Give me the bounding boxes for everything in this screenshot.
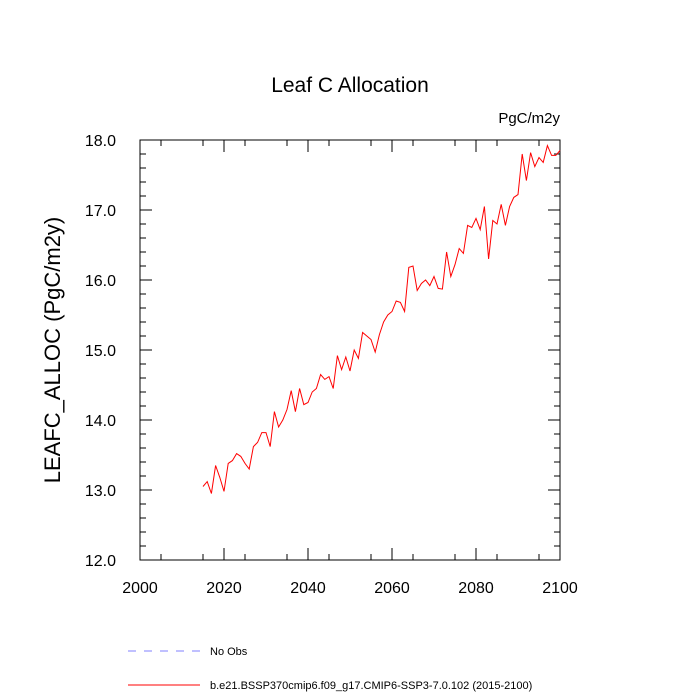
chart-title: Leaf C Allocation (271, 74, 429, 97)
x-tick-label: 2020 (206, 580, 242, 597)
x-tick-label: 2060 (374, 580, 410, 597)
legend-model-label: b.e21.BSSP370cmip6.f09_g17.CMIP6-SSP3-7.… (210, 680, 532, 692)
x-tick-labels: 2000 2020 2040 2060 2080 2100 (122, 580, 578, 597)
x-tick-label: 2000 (122, 580, 158, 597)
y-tick-label: 14.0 (85, 413, 116, 430)
x-tick-label: 2100 (542, 580, 578, 597)
y-axis-label: LEAFC_ALLOC (PgC/m2y) (40, 217, 65, 484)
y-tick-label: 15.0 (85, 343, 116, 360)
units-label: PgC/m2y (498, 110, 560, 127)
y-tick-labels: 12.0 13.0 14.0 15.0 16.0 17.0 18.0 (85, 133, 116, 570)
legend-no-obs-label: No Obs (210, 646, 248, 658)
x-tick-label: 2080 (458, 580, 494, 597)
y-tick-label: 16.0 (85, 273, 116, 290)
y-tick-label: 18.0 (85, 133, 116, 150)
axis-ticks (139, 139, 561, 561)
y-tick-label: 17.0 (85, 203, 116, 220)
y-tick-label: 13.0 (85, 483, 116, 500)
series-line (202, 144, 561, 494)
plot-frame (139, 139, 561, 561)
x-tick-label: 2040 (290, 580, 326, 597)
y-tick-label: 12.0 (85, 553, 116, 570)
